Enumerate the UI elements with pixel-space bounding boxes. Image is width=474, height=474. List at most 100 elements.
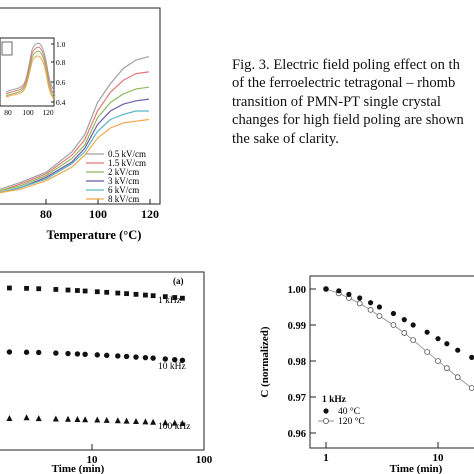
inset-y-tick-label: 0.6 — [56, 78, 66, 87]
inset-chart: 1.0 0.8 0.6 0.4 80 100 120 — [0, 37, 66, 117]
data-point — [53, 350, 59, 356]
data-point — [179, 357, 186, 363]
data-point — [6, 415, 13, 421]
bottom-right-y-tick-label: 0.96 — [288, 429, 306, 440]
legend-label: 40 °C — [338, 406, 360, 417]
data-point — [172, 356, 178, 363]
data-point — [23, 349, 30, 355]
series-line — [325, 288, 474, 391]
data-point — [103, 416, 110, 423]
caption-line: Fig. 3. Electric field poling effect on … — [232, 57, 460, 73]
data-point — [162, 356, 168, 362]
data-point-open — [410, 337, 417, 344]
panel-label: (a) — [173, 276, 184, 286]
inset-y-ticks — [51, 43, 54, 103]
data-point-filled — [435, 336, 441, 342]
bottom-right-y-ticks — [310, 288, 316, 434]
data-point — [74, 351, 81, 357]
data-point — [94, 416, 101, 423]
bottom-left-series — [6, 285, 186, 427]
data-point — [36, 286, 42, 292]
data-point — [179, 420, 186, 427]
top-series-line — [0, 98, 149, 194]
data-point — [36, 349, 42, 356]
inset-curve — [5, 55, 55, 100]
figure-caption: Fig. 3. Electric field poling effect on … — [232, 56, 474, 148]
data-point — [162, 294, 168, 300]
data-point — [150, 355, 156, 361]
data-point — [123, 353, 130, 360]
top-x-ticks — [45, 199, 151, 204]
top-chart-frame — [0, 7, 161, 205]
data-point-open — [376, 313, 383, 319]
data-point-filled — [367, 300, 374, 306]
inset-x-tick-label: 80 — [4, 108, 12, 117]
bottom-left-x-axis-label: Time (min) — [52, 463, 105, 474]
data-point — [104, 289, 110, 295]
inset-curve — [5, 50, 55, 98]
legend-label: 1.5 kV/cm — [108, 158, 146, 168]
legend-label: 6 kV/cm — [108, 185, 139, 195]
data-point — [115, 290, 121, 296]
data-point-filled — [410, 322, 416, 328]
top-x-tick-label: 80 — [40, 207, 52, 221]
data-point — [94, 352, 100, 358]
data-point — [114, 417, 121, 424]
data-point — [65, 350, 71, 357]
data-point — [172, 295, 178, 300]
data-point — [104, 352, 110, 359]
bottom-right-x-ticks — [325, 442, 439, 448]
data-point — [74, 415, 81, 422]
series-label: 100 kHz — [158, 422, 190, 432]
data-point-open — [443, 365, 450, 372]
legend-label: 8 kV/cm — [108, 194, 139, 204]
bottom-right-y-tick-label: 0.97 — [288, 393, 306, 404]
caption-line: transition of PMN-PT single crystal — [232, 93, 441, 110]
bottom-right-x-axis-label: Time (min) — [390, 463, 443, 474]
inset-x-tick-label: 100 — [22, 108, 34, 117]
data-point-filled — [346, 291, 352, 297]
data-point — [142, 418, 149, 425]
series-label: 1 kHz — [158, 296, 181, 306]
data-point — [75, 288, 80, 293]
bottom-right-x-tick-label: 10 — [433, 452, 445, 464]
data-point-open — [468, 385, 474, 391]
bottom-right-series — [323, 286, 474, 391]
top-series-line — [0, 110, 149, 194]
data-point-filled — [424, 329, 430, 335]
data-point — [133, 418, 139, 424]
data-point — [133, 354, 139, 360]
data-point — [35, 415, 42, 422]
data-point — [142, 354, 149, 361]
data-point — [150, 418, 157, 425]
top-legend: 0.5 kV/cm 1.5 kV/cm 2 kV/cm 3 kV/cm 6 kV… — [86, 149, 146, 204]
caption-line: the sake of clarity. — [232, 130, 339, 147]
bottom-right-legend: 1 kHz 40 °C 120 °C — [318, 395, 365, 427]
inset-curve — [5, 42, 55, 93]
bottom-right-y-tick-label: 1.00 — [288, 285, 306, 296]
data-point-open — [356, 300, 363, 307]
top-x-tick-label: 120 — [141, 207, 159, 221]
data-point-open — [424, 349, 431, 355]
legend-label: 2 kV/cm — [108, 167, 139, 177]
legend-label: 0.5 kV/cm — [108, 149, 146, 159]
bottom-right-y-axis-label: C (normalized) — [259, 326, 271, 398]
data-point-filled — [401, 317, 407, 323]
bottom-left-x-tick-label: 10 — [87, 454, 99, 466]
data-point — [162, 419, 169, 426]
data-point — [82, 288, 88, 294]
series-label: 10 kHz — [158, 362, 186, 372]
data-point — [65, 287, 71, 293]
data-point — [52, 415, 59, 422]
data-point — [82, 351, 88, 357]
data-point-filled — [357, 295, 363, 301]
legend-label: 3 kV/cm — [108, 176, 139, 186]
inset-curve — [5, 46, 55, 95]
top-chart: 80 100 120 Temperature (°C) 0.5 kV/cm 1.… — [0, 7, 161, 242]
bottom-left-chart: 10 100 Time (min) (a) 1 kHz 10 kHz 100 k… — [0, 271, 213, 474]
bottom-right-frame — [309, 275, 474, 449]
caption-line: of the ferroelectric tetragonal – rhomb — [232, 75, 456, 92]
top-series-line — [0, 118, 149, 194]
data-point-open — [435, 358, 441, 364]
data-point-open — [367, 306, 374, 313]
